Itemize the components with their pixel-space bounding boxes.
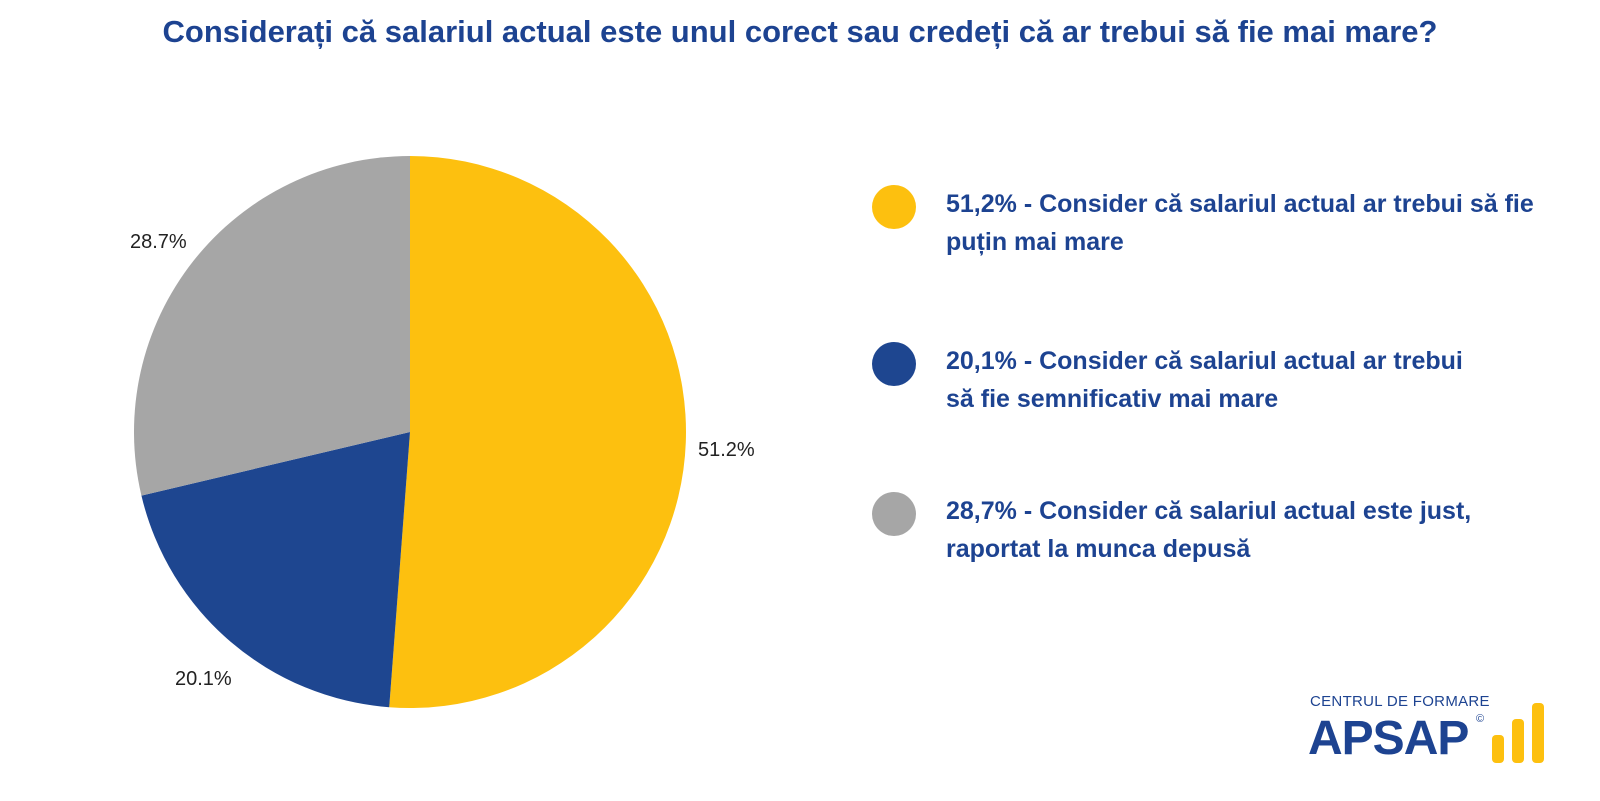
slice-label-1: 51.2% xyxy=(698,439,755,461)
pie-slice-3 xyxy=(133,156,410,496)
logo-bars-icon xyxy=(1492,703,1544,763)
apsap-logo: CENTRUL DE FORMARE APSAP © xyxy=(1308,693,1580,773)
pie-slice-2 xyxy=(141,432,410,708)
logo-copyright-mark: © xyxy=(1476,713,1485,725)
slice-label-3: 28.7% xyxy=(130,231,187,253)
logo-main-text: APSAP xyxy=(1308,712,1469,765)
chart-title: Considerați că salariul actual este unul… xyxy=(162,14,1438,49)
pie-slice-1 xyxy=(389,156,686,708)
slice-label-2: 20.1% xyxy=(175,668,232,690)
logo-top-text: CENTRUL DE FORMARE xyxy=(1310,693,1490,710)
